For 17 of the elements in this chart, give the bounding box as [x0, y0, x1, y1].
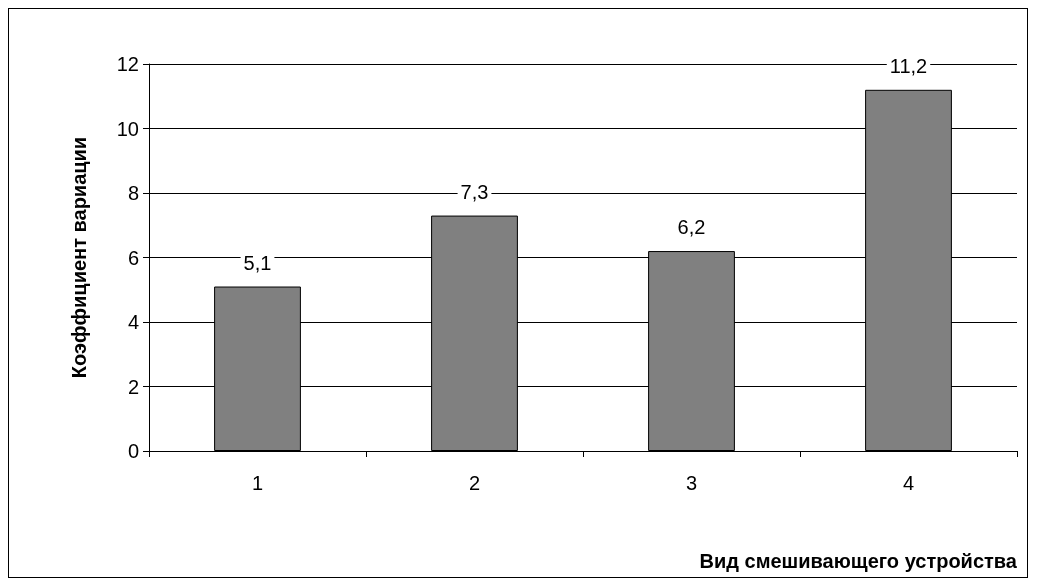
y-tick-label: 8 — [127, 182, 139, 204]
x-axis-title: Вид смешивающего устройства — [699, 550, 1018, 572]
x-tick-label: 3 — [685, 472, 698, 494]
x-tick-label: 4 — [902, 472, 915, 494]
y-tick-label: 2 — [127, 375, 139, 398]
data-label: 5,1 — [243, 251, 272, 274]
y-tick-label: 12 — [116, 53, 139, 75]
x-tick-label: 2 — [468, 472, 481, 494]
x-tick-label: 1 — [251, 472, 264, 494]
y-axis-title: Коэффициент вариации — [68, 136, 90, 379]
y-tick-label: 6 — [127, 246, 139, 269]
data-label: 6,2 — [677, 216, 706, 239]
y-tick-label: 0 — [127, 440, 139, 462]
y-tick-label: 10 — [116, 117, 139, 140]
y-tick-label: 4 — [127, 311, 139, 333]
data-label: 11,2 — [889, 54, 928, 77]
data-label: 7,3 — [460, 180, 489, 203]
